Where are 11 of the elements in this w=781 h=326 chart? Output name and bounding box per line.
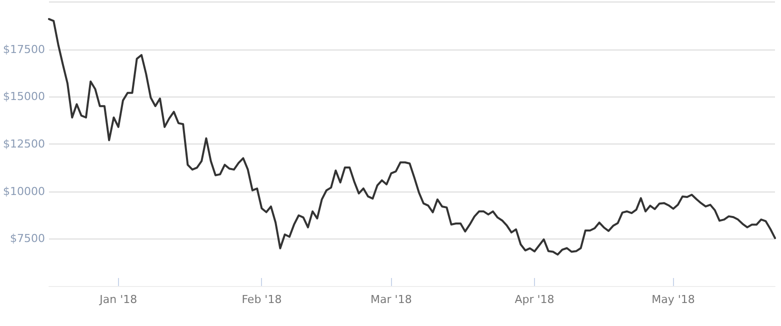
- y-tick-label: $15000: [2, 90, 45, 104]
- y-tick-label: $12500: [2, 138, 45, 150]
- x-tick-label: Apr '18: [514, 293, 554, 306]
- x-tick-label: May '18: [652, 293, 695, 306]
- y-tick-label: $10000: [2, 184, 45, 198]
- y-tick-label: $7500: [10, 232, 45, 246]
- x-tick-label: Feb '18: [242, 293, 282, 306]
- y-tick-label: $17500: [2, 42, 45, 56]
- line-series: [48, 18, 776, 256]
- x-tick-label: Jan '18: [98, 293, 138, 306]
- x-tick-label: Mar '18: [370, 293, 412, 306]
